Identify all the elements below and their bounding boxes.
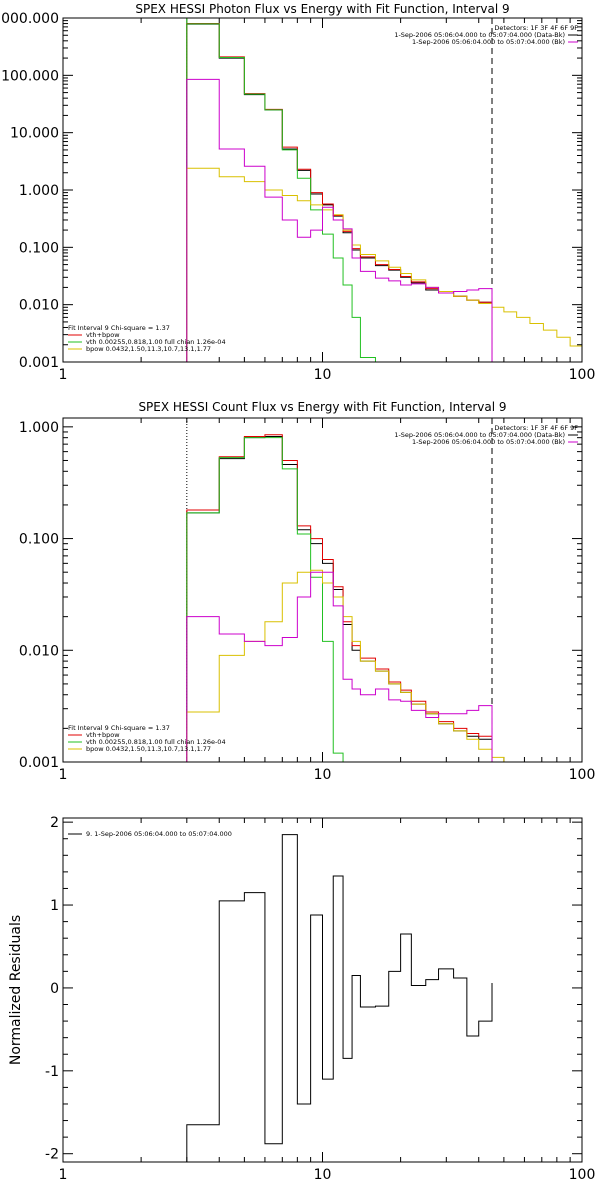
x-tick-label: 1	[59, 1167, 68, 1183]
y-tick-label: -1	[45, 1064, 59, 1080]
chart-title: SPEX HESSI Photon Flux vs Energy with Fi…	[135, 2, 509, 16]
x-tick-label: 100	[569, 367, 596, 383]
plot-frame	[62, 417, 583, 763]
plot-frame	[62, 17, 583, 363]
legend-entry: vth+bpow	[86, 331, 120, 339]
y-tick-label: 1.000	[19, 420, 59, 436]
series-bpow	[186, 569, 517, 762]
chart-panel-1: SPEX HESSI Photon Flux vs Energy with Fi…	[0, 2, 595, 383]
series-group	[186, 23, 582, 362]
series-bgsub	[186, 571, 493, 762]
series-group	[186, 434, 517, 762]
legend-entry: vth 0.00255,0.818,1.00 full chian 1.26e-…	[86, 338, 226, 346]
series-resid	[186, 834, 493, 1162]
x-tick-label: 10	[314, 367, 332, 383]
series-bgsub	[186, 78, 493, 362]
legend-entry: 1-Sep-2006 05:06:04.000 to 05:07:04.000 …	[394, 431, 565, 439]
y-tick-label: 10.000	[10, 126, 59, 142]
series-group	[186, 834, 493, 1162]
legend-entry: 1-Sep-2006 05:06:04.000 to 05:07:04.000 …	[394, 31, 565, 39]
y-tick-label: 0.100	[19, 532, 59, 548]
x-tick-label: 100	[569, 767, 596, 783]
x-tick-label: 1	[59, 767, 68, 783]
legend-entry: bpow 0.0432,1.50,11.3,10.7,13.1,1.77	[86, 345, 211, 353]
y-tick-label: 0	[50, 981, 59, 997]
legend-detectors: Detectors: 1F 3F 4F 6F 9F	[494, 424, 578, 432]
legend-entry: vth+bpow	[86, 731, 120, 739]
y-tick-label: 0.001	[19, 355, 59, 371]
series-data	[186, 23, 493, 362]
legend-entry: 9. 1-Sep-2006 05:06:04.000 to 05:07:04.0…	[86, 830, 232, 838]
y-tick-label: 0.010	[19, 298, 59, 314]
y-tick-label: 1.000	[19, 183, 59, 199]
y-tick-label: 2	[50, 815, 59, 831]
chart-title: SPEX HESSI Count Flux vs Energy with Fit…	[138, 400, 506, 414]
x-tick-label: 100	[569, 1167, 596, 1183]
y-tick-label: 0.001	[19, 755, 59, 771]
y-axis-label: Normalized Residuals	[8, 915, 24, 1065]
plot-frame	[62, 817, 583, 1163]
series-total	[186, 23, 493, 362]
chart-panel-3: Normalized Residuals 1 10 100 -2 -1 0 1 2 9. 1-Se…	[8, 815, 595, 1183]
y-tick-label: 0.010	[19, 643, 59, 659]
x-tick-label: 1	[59, 367, 68, 383]
series-vth	[186, 437, 344, 762]
y-tick-label: 100.000	[1, 68, 59, 84]
y-tick-label: 0.100	[19, 240, 59, 256]
y-tick-label: -2	[45, 1147, 59, 1163]
series-bpow	[186, 167, 582, 362]
legend-fit-title: Fit Interval 9 Chi-square = 1.37	[68, 324, 170, 332]
legend-fit-title: Fit Interval 9 Chi-square = 1.37	[68, 724, 170, 732]
legend-detectors: Detectors: 1F 3F 4F 6F 9F	[494, 24, 578, 32]
series-data	[186, 435, 493, 762]
legend-entry: 1-Sep-2006 05:06:04.000 to 05:07:04.000 …	[412, 38, 565, 46]
legend-entry: vth 0.00255,0.818,1.00 full chian 1.26e-…	[86, 738, 226, 746]
chart-panel-2: SPEX HESSI Count Flux vs Energy with Fit…	[19, 400, 595, 783]
legend-entry: 1-Sep-2006 05:06:04.000 to 05:07:04.000 …	[412, 438, 565, 446]
y-tick-label: 1	[50, 898, 59, 914]
x-tick-label: 10	[314, 767, 332, 783]
legend-entry: bpow 0.0432,1.50,11.3,10.7,13.1,1.77	[86, 745, 211, 753]
series-total	[186, 434, 493, 762]
series-vth	[186, 23, 376, 362]
x-tick-label: 10	[314, 1167, 332, 1183]
